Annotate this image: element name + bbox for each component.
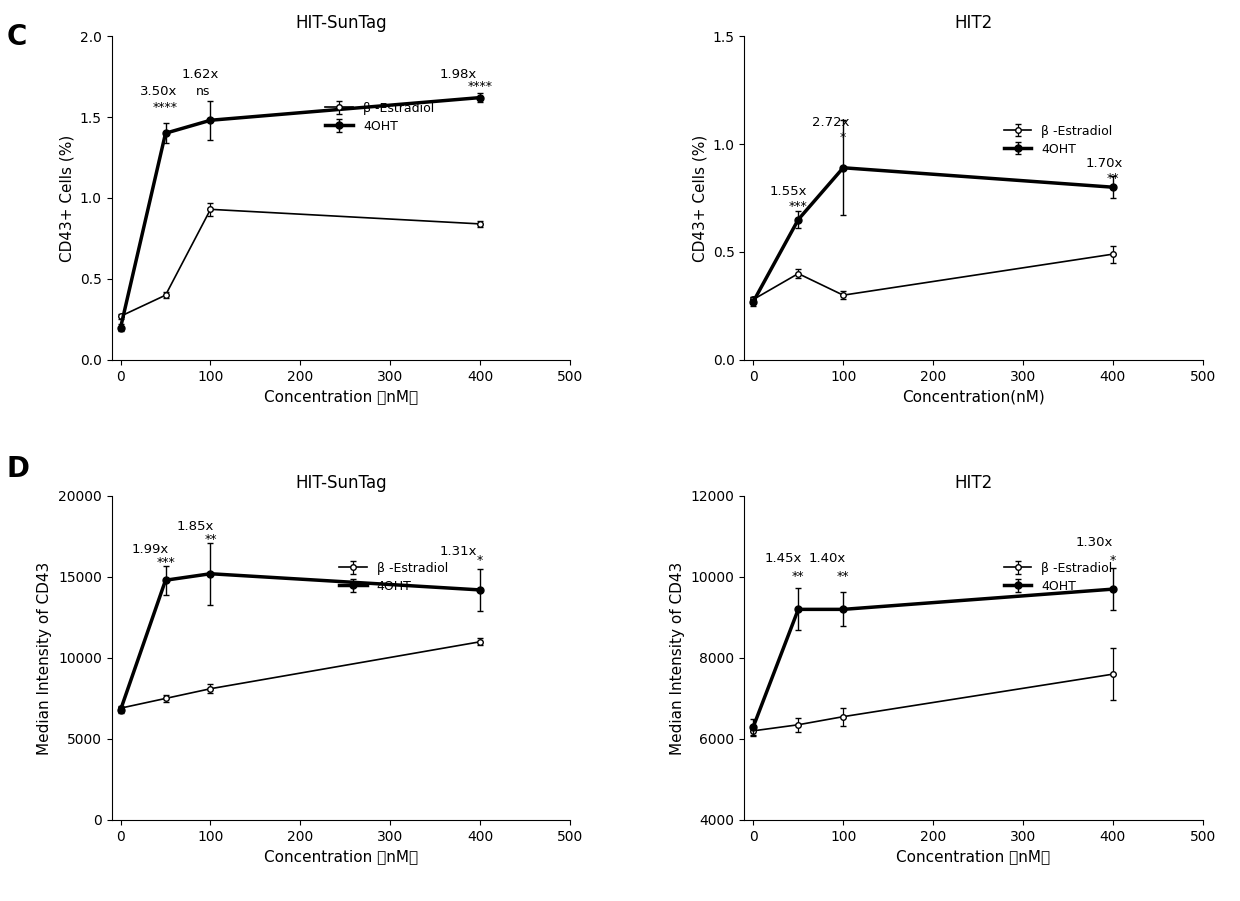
Title: HIT2: HIT2: [955, 474, 993, 492]
X-axis label: Concentration(nM): Concentration(nM): [903, 389, 1045, 405]
Text: 1.30x: 1.30x: [1075, 535, 1112, 549]
Text: *: *: [839, 131, 847, 144]
Text: **: **: [837, 570, 849, 583]
Y-axis label: CD43+ Cells (%): CD43+ Cells (%): [60, 134, 74, 261]
Text: **: **: [792, 570, 805, 583]
Y-axis label: Median Intensity of CD43: Median Intensity of CD43: [37, 561, 52, 754]
X-axis label: Concentration （nM）: Concentration （nM）: [897, 849, 1050, 864]
Text: 1.45x: 1.45x: [764, 551, 801, 565]
X-axis label: Concentration （nM）: Concentration （nM）: [264, 389, 418, 405]
Text: 1.62x: 1.62x: [182, 68, 219, 81]
Legend: β -Estradiol, 4OHT: β -Estradiol, 4OHT: [334, 557, 453, 597]
Text: C: C: [6, 23, 26, 50]
Y-axis label: CD43+ Cells (%): CD43+ Cells (%): [692, 134, 707, 261]
Text: **: **: [205, 533, 217, 546]
X-axis label: Concentration （nM）: Concentration （nM）: [264, 849, 418, 864]
Text: ****: ****: [153, 101, 179, 114]
Text: 1.85x: 1.85x: [176, 520, 213, 533]
Title: HIT2: HIT2: [955, 14, 993, 32]
Text: ****: ****: [467, 79, 492, 93]
Text: 2.72x: 2.72x: [812, 116, 849, 129]
Legend: β -Estradiol, 4OHT: β -Estradiol, 4OHT: [320, 96, 439, 138]
Text: *: *: [477, 554, 484, 568]
Text: D: D: [6, 455, 30, 483]
Text: *: *: [1110, 554, 1116, 567]
Text: 3.50x: 3.50x: [140, 85, 177, 97]
Title: HIT-SunTag: HIT-SunTag: [295, 474, 387, 492]
Text: 1.98x: 1.98x: [440, 68, 477, 81]
Text: 1.55x: 1.55x: [770, 185, 807, 198]
Text: 1.40x: 1.40x: [808, 551, 846, 565]
Text: 1.99x: 1.99x: [131, 543, 169, 556]
Text: ns: ns: [196, 85, 211, 97]
Y-axis label: Median Intensity of CD43: Median Intensity of CD43: [670, 561, 686, 754]
Legend: β -Estradiol, 4OHT: β -Estradiol, 4OHT: [999, 557, 1117, 597]
Text: 1.70x: 1.70x: [1086, 157, 1123, 170]
Legend: β -Estradiol, 4OHT: β -Estradiol, 4OHT: [999, 120, 1117, 160]
Text: **: **: [1106, 172, 1120, 185]
Text: ***: ***: [789, 200, 807, 214]
Title: HIT-SunTag: HIT-SunTag: [295, 14, 387, 32]
Text: 1.31x: 1.31x: [440, 544, 477, 558]
Text: ***: ***: [156, 556, 175, 569]
